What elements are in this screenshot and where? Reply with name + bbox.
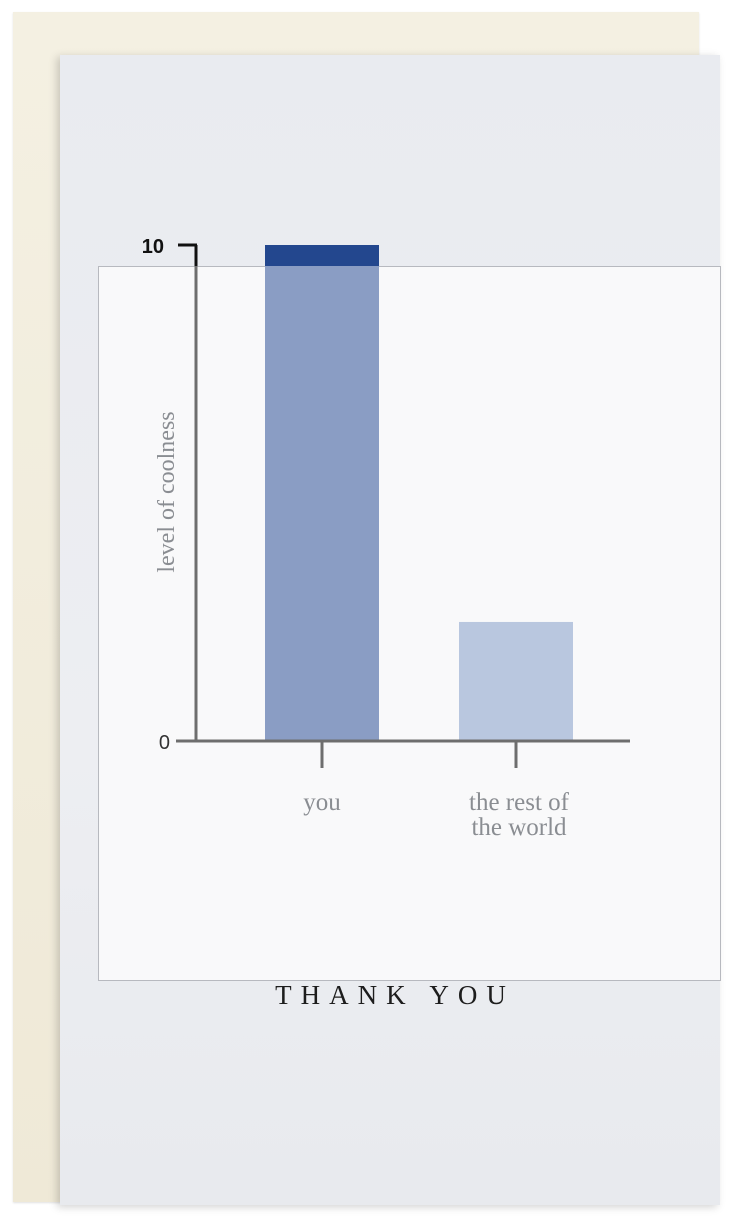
- bar-rest-of-world: [459, 621, 573, 741]
- y-tick-label-0: 0: [159, 732, 170, 754]
- y-axis-label: level of coolness: [154, 411, 180, 572]
- bar-you: [265, 245, 379, 741]
- overlay-panel: [98, 266, 721, 981]
- category-label-you: you: [303, 789, 341, 816]
- y-tick-label-10: 10: [142, 236, 164, 258]
- category-label-line: the world: [471, 814, 567, 841]
- category-label-rest-of-world: the rest of the world: [469, 789, 570, 841]
- bar-you-top: [265, 245, 379, 266]
- category-label-line: you: [303, 789, 341, 816]
- thank-you-message: THANK YOU: [275, 980, 515, 1010]
- category-label-line: the rest of: [469, 789, 570, 816]
